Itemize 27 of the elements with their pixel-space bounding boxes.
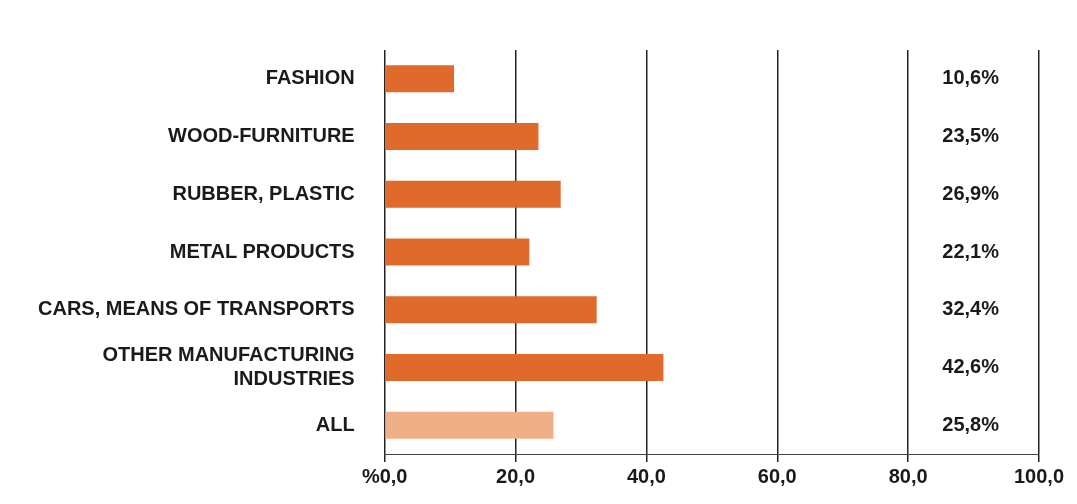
- y-tick-label: WOOD-FURNITURE: [168, 124, 355, 147]
- bar: [385, 65, 455, 93]
- x-tick-label: 100,0: [1013, 464, 1065, 487]
- y-tick-label: METAL PRODUCTS: [169, 239, 355, 262]
- data-label: 26,9%: [942, 181, 1000, 204]
- x-tick-label: 60,0: [757, 464, 797, 487]
- data-label: 23,5%: [942, 124, 1000, 147]
- x-tick-label: %0,0: [361, 464, 408, 487]
- data-label: 42,6%: [942, 354, 1000, 377]
- bar: [385, 180, 561, 208]
- bar: [385, 238, 530, 266]
- data-label: 22,1%: [942, 239, 1000, 262]
- y-tick-label: FASHION: [265, 66, 355, 89]
- y-tick-label: RUBBER, PLASTIC: [172, 181, 355, 204]
- x-tick-label: 40,0: [626, 464, 666, 487]
- bar: [385, 296, 597, 324]
- data-label: 32,4%: [942, 297, 1000, 320]
- y-tick-label: CARS, MEANS OF TRANSPORTS: [37, 297, 355, 320]
- bar: [385, 123, 539, 151]
- x-tick-label: 20,0: [496, 464, 536, 487]
- y-tick-label: OTHER MANUFACTURING INDUSTRIES: [102, 342, 355, 389]
- y-tick-label: ALL: [315, 412, 355, 435]
- bar: [385, 353, 664, 381]
- data-label: 10,6%: [942, 66, 1000, 89]
- bar: [385, 411, 554, 439]
- data-label: 25,8%: [942, 412, 1000, 435]
- x-tick-label: 80,0: [888, 464, 928, 487]
